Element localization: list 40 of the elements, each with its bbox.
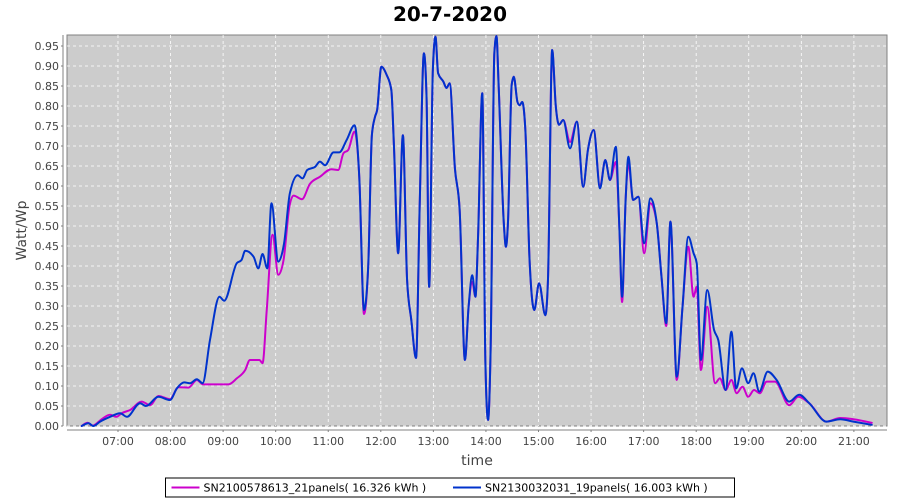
y-tick-label: 0.05 bbox=[34, 400, 59, 413]
y-tick-label: 0.80 bbox=[34, 100, 59, 113]
y-tick-label: 0.85 bbox=[34, 80, 59, 93]
x-tick-label: 12:00 bbox=[364, 435, 397, 448]
y-tick-label: 0.30 bbox=[34, 300, 59, 313]
x-tick-label: 15:00 bbox=[522, 435, 554, 448]
y-axis-title: Watt/Wp bbox=[14, 200, 30, 260]
x-tick-label: 19:00 bbox=[732, 435, 765, 448]
y-tick-label: 0.20 bbox=[34, 340, 59, 353]
y-tick-label: 0.60 bbox=[34, 180, 59, 193]
y-tick-label: 0.70 bbox=[34, 140, 59, 153]
y-tick-label: 0.35 bbox=[34, 280, 59, 293]
y-tick-label: 0.75 bbox=[34, 120, 59, 133]
x-tick-label: 17:00 bbox=[628, 435, 660, 448]
x-tick-label: 20:00 bbox=[785, 435, 818, 448]
x-tick-label: 11:00 bbox=[312, 435, 344, 448]
x-tick-label: 07:00 bbox=[102, 435, 134, 448]
y-tick-label: 0.15 bbox=[34, 360, 59, 373]
x-axis-title: time bbox=[461, 453, 493, 469]
x-tick-label: 08:00 bbox=[154, 435, 186, 448]
legend-label: SN2100578613_21panels( 16.326 kWh ) bbox=[204, 481, 426, 494]
y-tick-label: 0.25 bbox=[34, 320, 59, 333]
x-tick-label: 13:00 bbox=[418, 435, 450, 448]
y-tick-label: 0.65 bbox=[34, 160, 59, 173]
y-tick-label: 0.95 bbox=[34, 40, 59, 53]
x-tick-label: 18:00 bbox=[680, 435, 712, 448]
y-tick-label: 0.90 bbox=[34, 60, 59, 73]
x-tick-label: 16:00 bbox=[575, 435, 607, 448]
x-tick-label: 10:00 bbox=[260, 435, 292, 448]
legend-label: SN2130032031_19panels( 16.003 kWh ) bbox=[485, 481, 708, 494]
y-tick-label: 0.50 bbox=[34, 220, 59, 233]
x-tick-label: 09:00 bbox=[207, 435, 239, 448]
y-tick-label: 0.45 bbox=[34, 240, 59, 253]
y-tick-label: 0.10 bbox=[34, 380, 59, 393]
x-tick-label: 21:00 bbox=[838, 435, 870, 448]
y-tick-label: 0.00 bbox=[34, 420, 59, 433]
x-tick-label: 14:00 bbox=[470, 435, 502, 448]
chart-title: 20-7-2020 bbox=[392, 2, 508, 26]
y-tick-label: 0.40 bbox=[34, 260, 59, 273]
y-tick-label: 0.55 bbox=[34, 200, 59, 213]
